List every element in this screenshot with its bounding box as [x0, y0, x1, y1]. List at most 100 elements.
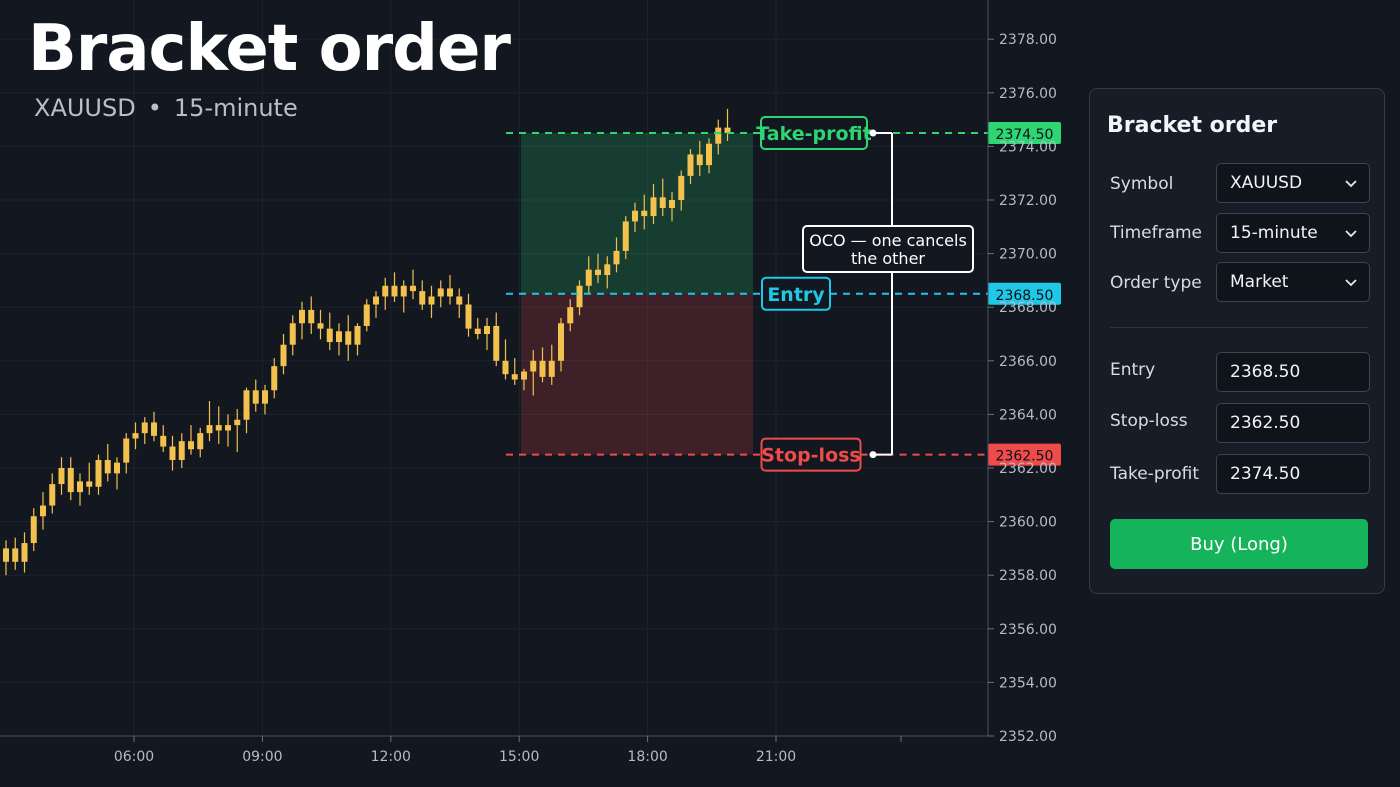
candle-body — [474, 328, 481, 334]
candle-body — [428, 296, 435, 305]
candle-body — [706, 143, 712, 166]
stop-loss-price-badge — [988, 443, 1061, 466]
chevron-down-icon — [1345, 230, 1357, 238]
candle-body — [188, 441, 194, 450]
entry-tag — [761, 276, 831, 311]
bracket-levels: Take-profit 2374.50 Entry 2368.50 Stop-loss 2… — [506, 116, 1061, 472]
candle-body — [622, 221, 629, 251]
candle-body — [567, 307, 574, 324]
candle-body — [354, 325, 361, 345]
candle-body — [410, 285, 416, 292]
symbol-select[interactable]: XAUUSD — [1216, 163, 1370, 203]
y-tick-label: 2370.00 — [999, 247, 1057, 263]
y-tick-label: 2362.00 — [999, 461, 1057, 477]
candle-body — [511, 374, 518, 380]
timeframe-select-value: 15-minute — [1230, 223, 1318, 243]
candle-body — [419, 291, 426, 305]
entry-price-field[interactable]: 2368.50 — [1216, 352, 1370, 392]
take-profit-price-label: 2374.50 — [996, 127, 1054, 143]
oco-annotation-box — [802, 225, 974, 273]
candle-body — [58, 468, 65, 485]
candle-body — [95, 459, 102, 487]
chart-background — [0, 0, 1080, 787]
stop-loss-tag-label: Stop-loss — [761, 445, 861, 467]
candle-body — [678, 175, 685, 200]
candle-body — [585, 269, 592, 286]
candle-body — [687, 154, 694, 176]
candle-body — [86, 481, 93, 487]
candle-body — [308, 309, 315, 324]
candle-body — [613, 250, 620, 265]
stop-loss-price-field[interactable]: 2362.50 — [1216, 403, 1370, 443]
candle-body — [132, 433, 139, 439]
candle-body — [391, 285, 398, 297]
y-tick-label: 2376.00 — [999, 86, 1057, 102]
candle-body — [345, 331, 352, 345]
candle-body — [530, 360, 537, 372]
x-tick-label: 09:00 — [242, 749, 282, 765]
y-tick-label: 2378.00 — [999, 32, 1057, 48]
candle-body — [12, 548, 19, 562]
panel-divider — [1110, 327, 1368, 328]
candle-body — [548, 360, 555, 377]
y-tick-label: 2352.00 — [999, 729, 1057, 745]
order-type-select-value: Market — [1230, 272, 1289, 292]
candle-body — [225, 425, 231, 431]
candle-body — [160, 435, 167, 447]
candle-body — [650, 197, 657, 217]
buy-long-button[interactable]: Buy (Long) — [1110, 519, 1368, 569]
entry-price-badge — [988, 282, 1061, 305]
y-tick-label: 2374.00 — [999, 139, 1057, 155]
candle-body — [382, 285, 389, 297]
candle-body — [576, 285, 583, 308]
candle-body — [262, 390, 268, 404]
candle-body — [40, 505, 46, 517]
take-profit-label: Take-profit — [1110, 464, 1200, 484]
x-tick-label: 18:00 — [627, 749, 667, 765]
candlesticks — [3, 108, 731, 576]
price-chart[interactable]: Take-profit 2374.50 Entry 2368.50 Stop-loss 2… — [0, 0, 1080, 787]
chart-subtitle: XAUUSD • 15-minute — [34, 94, 298, 122]
candle-body — [317, 323, 324, 329]
chevron-down-icon — [1345, 279, 1357, 287]
y-tick-label: 2364.00 — [999, 407, 1057, 423]
symbol-label: Symbol — [1110, 174, 1174, 194]
candle-body — [234, 419, 241, 426]
timeframe-select[interactable]: 15-minute — [1216, 213, 1370, 253]
chevron-down-icon — [1345, 180, 1357, 188]
candle-body — [299, 309, 305, 324]
entry-tag-label: Entry — [767, 284, 825, 306]
candle-body — [280, 344, 287, 367]
candle-body — [197, 433, 204, 450]
candle-body — [151, 422, 157, 436]
candle-body — [521, 371, 527, 380]
oco-dot-top — [869, 129, 877, 137]
page-title: Bracket order — [28, 12, 511, 86]
candle-body — [558, 323, 564, 361]
y-tick-label: 2360.00 — [999, 515, 1057, 531]
candle-body — [169, 446, 176, 460]
candle-body — [715, 127, 722, 144]
candle-body — [437, 288, 444, 297]
y-tick-label: 2372.00 — [999, 193, 1057, 209]
loss-zone — [521, 293, 753, 455]
candle-body — [178, 441, 185, 460]
chart-grid — [0, 0, 988, 737]
take-profit-tag-label: Take-profit — [756, 123, 871, 145]
candle-body — [641, 210, 648, 217]
x-tick-label: 06:00 — [114, 749, 154, 765]
candle-body — [271, 366, 278, 391]
candle-body — [141, 422, 148, 434]
entry-price-label: 2368.50 — [996, 288, 1054, 304]
stop-loss-price-label: 2362.50 — [996, 449, 1054, 465]
candle-body — [114, 462, 120, 474]
candle-body — [465, 304, 472, 329]
candle-body — [3, 548, 9, 562]
stop-loss-label: Stop-loss — [1110, 411, 1188, 431]
candle-body — [49, 484, 56, 506]
candle-body — [604, 264, 611, 276]
order-type-select[interactable]: Market — [1216, 262, 1370, 302]
take-profit-price-field[interactable]: 2374.50 — [1216, 454, 1370, 494]
candle-body — [123, 438, 130, 463]
